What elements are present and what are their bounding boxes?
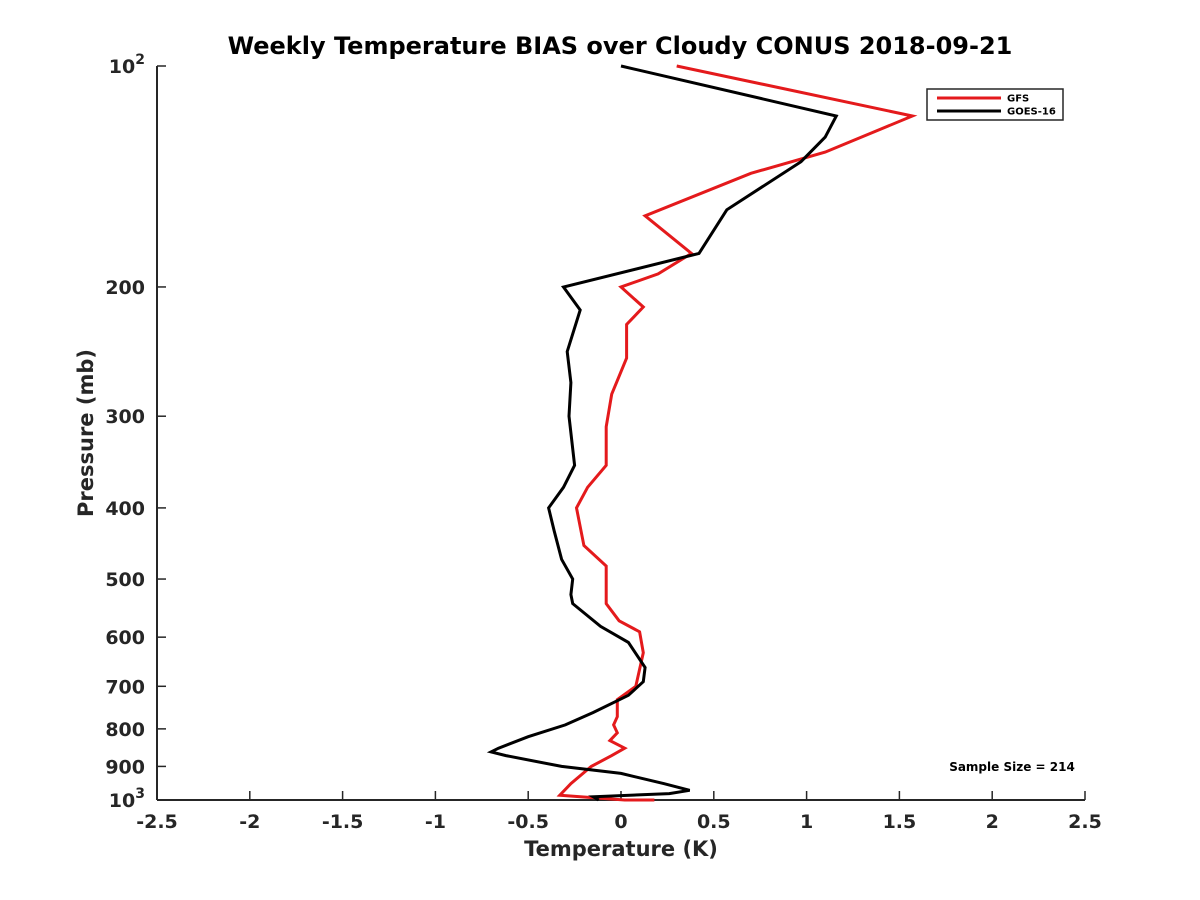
x-tick-label: 2 — [986, 811, 999, 833]
x-tick-label: -1 — [425, 811, 446, 833]
x-tick-label: 0 — [614, 811, 627, 833]
x-tick-label: -2 — [239, 811, 260, 833]
y-tick-label: 300 — [105, 406, 145, 428]
chart-title: Weekly Temperature BIAS over Cloudy CONU… — [228, 32, 1013, 60]
sample-size-annotation: Sample Size = 214 — [949, 760, 1075, 774]
y-tick-label: 400 — [105, 498, 145, 520]
y-tick-label: 700 — [105, 676, 145, 698]
x-tick-label: 2.5 — [1068, 811, 1102, 833]
y-tick-label: 103 — [109, 786, 145, 812]
x-tick-label: -1.5 — [322, 811, 364, 833]
x-axis-label: Temperature (K) — [524, 837, 718, 861]
x-tick-label: 1.5 — [883, 811, 917, 833]
y-tick-label: 102 — [109, 52, 145, 78]
legend: GFS GOES-16 — [926, 88, 1064, 121]
series-line-goes-16 — [486, 64, 839, 802]
series-lines — [486, 64, 918, 802]
x-tick-label: 1 — [800, 811, 813, 833]
x-tick-label: -0.5 — [507, 811, 549, 833]
y-axis-label: Pressure (mb) — [74, 349, 98, 517]
y-tick-label: 600 — [105, 627, 145, 649]
legend-box — [926, 88, 1064, 121]
y-tick-label: 800 — [105, 719, 145, 741]
y-tick-label: 200 — [105, 277, 145, 299]
legend-label-goes-16: GOES-16 — [1007, 107, 1056, 118]
series-line-gfs — [556, 64, 918, 802]
x-tick-label: 0.5 — [697, 811, 731, 833]
y-ticks: 102 200 300 400 500 600 700 800 900 103 — [105, 52, 166, 812]
plot-area: -2.5 -2 -1.5 -1 -0.5 0 0.5 1 1.5 2 2.5 102 200 300 40… — [105, 52, 1102, 833]
y-tick-label: 500 — [105, 569, 145, 591]
legend-label-gfs: GFS — [1007, 94, 1029, 105]
y-tick-label: 900 — [105, 756, 145, 778]
x-ticks: -2.5 -2 -1.5 -1 -0.5 0 0.5 1 1.5 2 2.5 — [136, 791, 1102, 833]
x-tick-label: -2.5 — [136, 811, 178, 833]
